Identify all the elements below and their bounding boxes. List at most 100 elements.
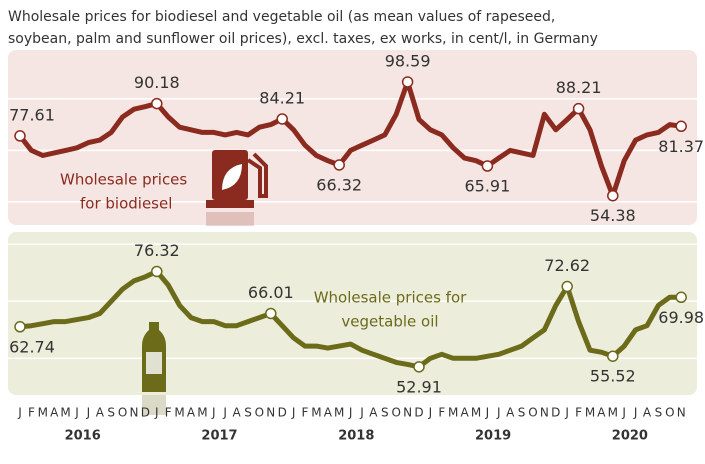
series-label: Wholesale prices for <box>314 289 467 307</box>
x-tick-label: M <box>585 406 595 420</box>
x-tick-label: D <box>141 406 150 420</box>
x-tick-label: M <box>174 406 184 420</box>
data-label: 54.38 <box>590 206 636 225</box>
x-tick-label: O <box>118 406 127 420</box>
data-label: 90.18 <box>134 73 180 92</box>
data-label: 65.91 <box>464 177 510 196</box>
x-tick-label: N <box>403 406 412 420</box>
year-label: 2016 <box>65 429 101 444</box>
x-tick-label: J <box>633 406 638 420</box>
icon-hose <box>246 152 268 198</box>
x-tick-label: A <box>460 406 469 420</box>
x-tick-label: J <box>154 406 159 420</box>
x-tick-label: F <box>302 406 309 420</box>
x-tick-label: M <box>471 406 481 420</box>
price-line <box>18 79 682 199</box>
icon-base <box>206 200 254 208</box>
x-tick-label: A <box>50 406 59 420</box>
point-marker <box>151 97 163 110</box>
point-marker <box>607 189 619 202</box>
x-tick-label: F <box>575 406 582 420</box>
x-tick-label: J <box>485 406 490 420</box>
point-marker <box>413 361 425 373</box>
x-tick-label: J <box>211 406 216 420</box>
data-label: 62.74 <box>9 337 55 356</box>
x-tick-label: D <box>278 406 287 420</box>
data-label: 88.21 <box>556 78 602 97</box>
x-tick-label: J <box>17 406 22 420</box>
point-marker <box>561 280 573 293</box>
point-marker <box>333 159 345 171</box>
point-marker <box>401 76 414 88</box>
icon-reflection <box>206 212 254 226</box>
data-label: 55.52 <box>590 367 636 386</box>
panel-background <box>8 50 697 225</box>
point-marker <box>14 321 26 333</box>
x-tick-label: N <box>266 406 275 420</box>
price-line <box>19 268 682 370</box>
x-tick-label: A <box>597 406 606 420</box>
x-tick-label: J <box>428 406 433 420</box>
x-tick-label: A <box>232 406 241 420</box>
year-label: 2017 <box>201 429 237 444</box>
point-marker <box>675 120 687 133</box>
x-tick-label: M <box>311 406 321 420</box>
x-tick-label: A <box>187 406 196 420</box>
x-tick-label: J <box>222 406 227 420</box>
x-tick-label: J <box>291 406 296 420</box>
point-marker <box>607 350 619 362</box>
point-marker <box>151 265 163 278</box>
chart-title: soybean, palm and sunflower oil prices),… <box>8 31 598 47</box>
year-label: 2020 <box>612 429 648 444</box>
icon-label <box>146 352 162 374</box>
data-label: 66.01 <box>248 283 294 302</box>
x-tick-label: A <box>369 406 378 420</box>
x-tick-label: O <box>255 406 264 420</box>
x-tick-label: M <box>334 406 344 420</box>
x-tick-label: N <box>677 406 686 420</box>
data-label: 52.91 <box>396 377 442 396</box>
x-tick-label: N <box>130 406 139 420</box>
x-tick-label: F <box>165 406 172 420</box>
series-label: for biodiesel <box>80 195 172 213</box>
year-label: 2018 <box>338 429 374 444</box>
x-tick-label: N <box>540 406 549 420</box>
x-tick-label: J <box>496 406 501 420</box>
x-tick-label: J <box>74 406 79 420</box>
point-marker <box>265 307 277 320</box>
x-tick-label: S <box>244 406 252 420</box>
x-tick-label: A <box>324 406 333 420</box>
x-tick-label: J <box>359 406 364 420</box>
x-tick-label: J <box>348 406 353 420</box>
data-label: 81.37 <box>658 137 704 156</box>
data-label: 98.59 <box>385 51 431 70</box>
bottle-icon <box>142 322 166 415</box>
x-tick-label: S <box>518 406 526 420</box>
point-marker <box>14 130 26 142</box>
x-tick-label: O <box>391 406 400 420</box>
x-tick-label: O <box>665 406 674 420</box>
panel-background <box>8 232 697 395</box>
x-tick-label: J <box>86 406 91 420</box>
data-label: 76.32 <box>134 241 180 260</box>
data-label: 72.62 <box>544 256 590 275</box>
fuel-pump-icon <box>206 150 268 226</box>
series-label: vegetable oil <box>341 313 438 331</box>
data-label: 69.98 <box>658 308 704 327</box>
x-tick-label: M <box>197 406 207 420</box>
x-tick-label: A <box>506 406 515 420</box>
x-tick-label: F <box>28 406 35 420</box>
icon-leaf <box>222 164 242 190</box>
icon-reflection <box>142 395 166 415</box>
x-tick-label: A <box>643 406 652 420</box>
x-tick-label: J <box>564 406 569 420</box>
x-tick-label: J <box>621 406 626 420</box>
point-marker <box>276 113 288 125</box>
x-tick-label: M <box>60 406 70 420</box>
data-label: 66.32 <box>316 175 362 194</box>
x-tick-label: A <box>96 406 105 420</box>
x-tick-label: M <box>38 406 48 420</box>
x-tick-label: D <box>551 406 560 420</box>
point-marker <box>481 160 494 172</box>
